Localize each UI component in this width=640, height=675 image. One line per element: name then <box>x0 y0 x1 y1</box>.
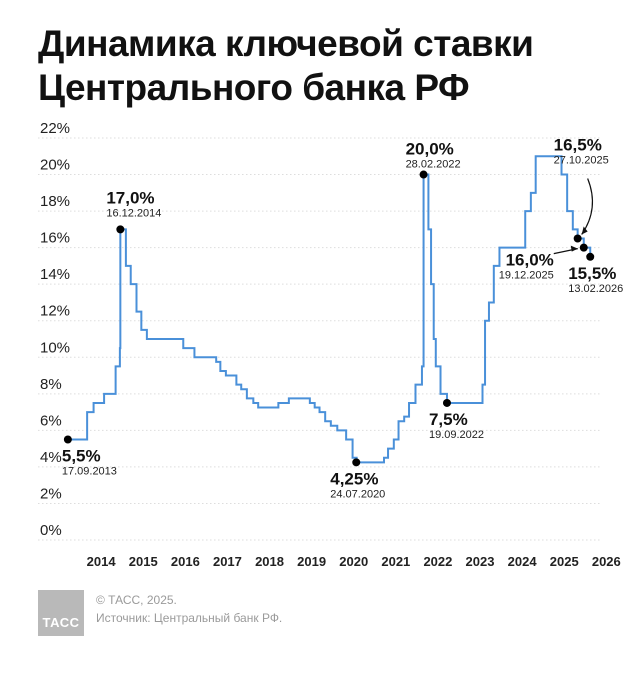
y-tick-label-3: 6% <box>40 412 62 429</box>
x-tick-label-2021: 2021 <box>381 554 410 569</box>
annotation-value-5: 16,5% <box>554 136 602 155</box>
annotation-date-5: 27.10.2025 <box>554 155 609 167</box>
x-tick-label-2023: 2023 <box>466 554 495 569</box>
annotation-date-1: 16.12.2014 <box>106 207 161 219</box>
annotation-value-7: 15,5% <box>568 264 616 283</box>
y-tick-label-5: 10% <box>40 339 70 356</box>
chart-title-line-1: Динамика ключевой ставки <box>38 23 534 64</box>
y-tick-label-7: 14% <box>40 266 70 283</box>
y-tick-label-10: 20% <box>40 157 70 174</box>
y-tick-label-2: 4% <box>40 449 62 466</box>
annotation-date-0: 17.09.2013 <box>62 466 117 478</box>
y-tick-label-9: 18% <box>40 193 70 210</box>
y-tick-label-0: 0% <box>40 522 62 539</box>
copyright-text: © ТАСС, 2025. <box>96 593 177 607</box>
annotation-marker-6 <box>579 243 588 252</box>
annotation-date-6: 19.12.2025 <box>499 270 554 282</box>
annotation-marker-4 <box>442 398 451 407</box>
y-tick-label-8: 16% <box>40 230 70 247</box>
annotation-arrowhead-6 <box>570 245 578 252</box>
annotation-marker-2 <box>352 458 361 467</box>
x-tick-label-2024: 2024 <box>508 554 538 569</box>
chart-title: Динамика ключевой ставки Центрального ба… <box>38 22 618 110</box>
annotation-value-2: 4,25% <box>330 469 378 488</box>
annotation-date-4: 19.09.2022 <box>429 429 484 441</box>
x-tick-label-2022: 2022 <box>423 554 452 569</box>
annotation-marker-7 <box>586 252 595 261</box>
chart-title-line-2: Центрального банка РФ <box>38 67 470 108</box>
annotation-value-6: 16,0% <box>506 251 554 270</box>
x-tick-label-2017: 2017 <box>213 554 242 569</box>
x-tick-label-2019: 2019 <box>297 554 326 569</box>
footer: ТАСС © ТАСС, 2025. Источник: Центральный… <box>38 590 598 636</box>
annotation-date-7: 13.02.2026 <box>568 283 623 295</box>
annotation-date-3: 28.02.2022 <box>406 159 461 171</box>
annotation-marker-5 <box>573 234 582 243</box>
x-tick-label-2025: 2025 <box>550 554 579 569</box>
annotation-value-3: 20,0% <box>406 140 454 159</box>
source-text: Источник: Центральный банк РФ. <box>96 611 283 625</box>
annotation-leader-5 <box>581 178 594 235</box>
annotation-marker-0 <box>63 435 72 444</box>
y-tick-label-1: 2% <box>40 485 62 502</box>
tass-logo: ТАСС <box>38 590 84 636</box>
annotation-marker-3 <box>419 170 428 179</box>
annotation-arrowhead-5 <box>581 226 588 235</box>
tass-logo-text: ТАСС <box>42 615 80 630</box>
x-tick-label-2020: 2020 <box>339 554 368 569</box>
annotation-date-2: 24.07.2020 <box>330 488 385 500</box>
y-tick-label-11: 22% <box>40 120 70 137</box>
annotation-value-0: 5,5% <box>62 447 101 466</box>
x-tick-label-2018: 2018 <box>255 554 284 569</box>
x-tick-label-2014: 2014 <box>87 554 117 569</box>
annotation-value-4: 7,5% <box>429 410 468 429</box>
x-tick-label-2016: 2016 <box>171 554 200 569</box>
x-tick-label-2015: 2015 <box>129 554 158 569</box>
annotation-marker-1 <box>116 225 125 234</box>
annotation-value-1: 17,0% <box>106 188 154 207</box>
y-tick-label-6: 12% <box>40 303 70 320</box>
y-tick-label-4: 8% <box>40 376 62 393</box>
x-tick-label-2026: 2026 <box>592 554 621 569</box>
series-line-key-rate <box>67 155 593 464</box>
